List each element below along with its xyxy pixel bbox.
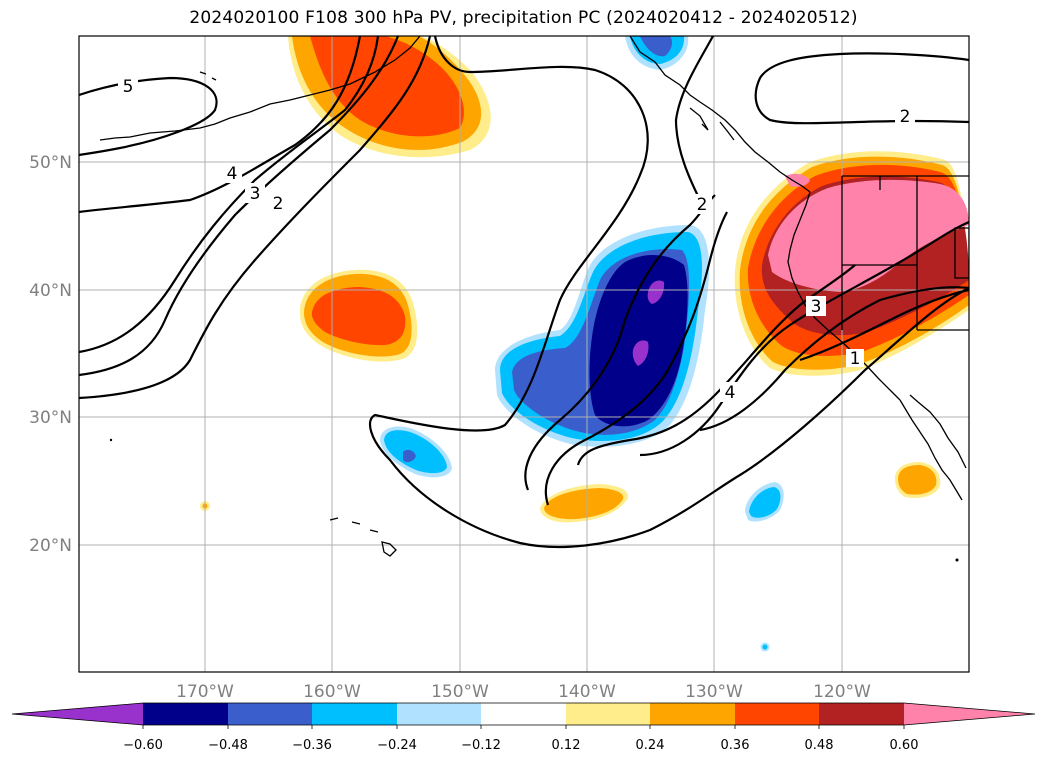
pv-contour-2-northeast [754,52,969,125]
colorbar-tick-label: 0.12 [552,738,581,753]
lon-label-120w: 120°W [813,682,871,702]
colorbar-tick-label: −0.48 [208,738,248,753]
precip-anomaly-west-coast [734,151,969,376]
contour-label-5: 5 [123,77,134,97]
pv-contour-upper [674,36,714,201]
colorbar-tick-label: −0.36 [292,738,332,753]
pv-contour-4-west [79,36,362,214]
colorbar-segment [312,703,397,725]
colorbar-tick-label: 0.60 [890,738,919,753]
map-border [78,35,970,673]
precip-anomaly-central-negative [495,225,710,447]
contour-label-4-east: 4 [725,383,736,403]
map-title: 2024020100 F108 300 hPa PV, precipitatio… [189,8,858,28]
pv-contour-1-east [699,286,969,432]
precip-anomaly-southeast-negative [745,482,784,522]
lat-label-20n: 20°N [29,536,72,556]
contour-label-4: 4 [227,164,238,184]
precip-anomaly-south-positive [540,484,629,523]
lat-label-30n: 30°N [29,408,72,428]
lon-label-130w: 130°W [685,682,743,702]
precip-anomaly-baja [895,462,941,498]
lon-label-150w: 150°W [431,682,489,702]
longitude-labels: 170°W 160°W 150°W 140°W 130°W 120°W [176,682,871,702]
colorbar-segment [566,703,650,725]
pv-contour-2-west [79,36,400,377]
colorbar-tick-label: −0.24 [377,738,417,753]
pv-contour-4-inner [544,211,728,506]
contour-label-3: 3 [250,184,261,204]
pv-contour-4-east [576,264,856,466]
lon-label-170w: 170°W [176,682,234,702]
contour-label-2-northeast: 2 [900,107,911,127]
contour-label-1-east: 1 [850,349,861,369]
lon-label-140w: 140°W [558,682,616,702]
pv-contour-1-west [79,36,432,400]
lat-label-50n: 50°N [29,153,72,173]
colorbar-extend-min [12,703,143,725]
lat-label-40n: 40°N [29,281,72,301]
contour-label-2-central: 2 [697,195,708,215]
precip-anomaly-west-negative [380,426,452,478]
colorbar-segment [397,703,481,725]
precip-anomaly-north-pacific [288,36,491,158]
colorbar-tick-label: 0.48 [805,738,834,753]
lon-label-160w: 160°W [303,682,361,702]
colorbar-tick-label: −0.60 [123,738,163,753]
colorbar-segment [228,703,312,725]
colorbar-segment [143,703,228,725]
latitude-labels: 50°N 40°N 30°N 20°N [29,153,72,556]
contour-label-2: 2 [273,194,284,214]
colorbar-extend-max [904,703,1035,725]
colorbar-segment [819,703,904,725]
colorbar-tick-label: −0.12 [461,738,501,753]
pv-contour-2-central [368,36,969,549]
pv-contour-3-east [639,220,969,457]
colorbar-tick-label: 0.24 [636,738,665,753]
pv-contour-3-inner [524,194,716,491]
colorbar-tick-label: 0.36 [721,738,750,753]
colorbar-segment [481,703,566,725]
colorbar-segment [650,703,735,725]
precip-anomaly-mid-pacific [300,269,418,362]
precip-anomaly-gulf-alaska [625,36,689,70]
colorbar: −0.60 −0.48 −0.36 −0.24 −0.12 0.12 0.24 … [11,702,1036,753]
colorbar-segment [735,703,819,725]
contour-label-3-east: 3 [811,297,822,317]
pv-contour-labels: 5 4 3 2 2 2 4 3 1 [118,75,915,403]
coastlines [99,36,969,557]
